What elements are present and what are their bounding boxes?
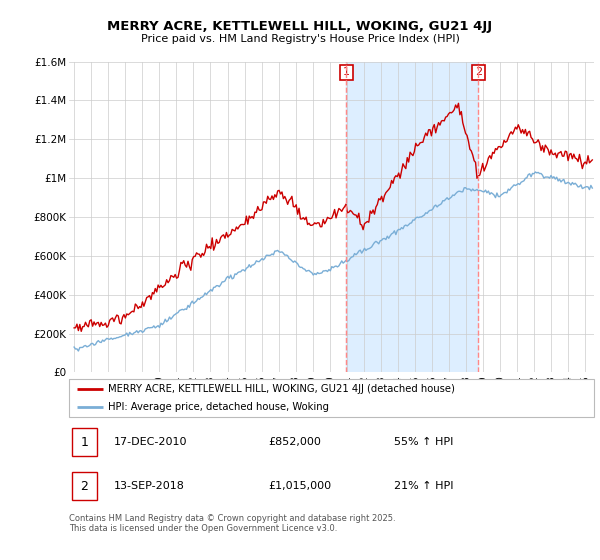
Text: MERRY ACRE, KETTLEWELL HILL, WOKING, GU21 4JJ (detached house): MERRY ACRE, KETTLEWELL HILL, WOKING, GU2… (109, 384, 455, 394)
Bar (346, 62, 478, 372)
Text: Contains HM Land Registry data © Crown copyright and database right 2025.
This d: Contains HM Land Registry data © Crown c… (69, 514, 395, 534)
Text: MERRY ACRE, KETTLEWELL HILL, WOKING, GU21 4JJ: MERRY ACRE, KETTLEWELL HILL, WOKING, GU2… (107, 20, 493, 32)
Text: HPI: Average price, detached house, Woking: HPI: Average price, detached house, Woki… (109, 402, 329, 412)
Text: 17-DEC-2010: 17-DEC-2010 (113, 437, 187, 447)
Text: £852,000: £852,000 (269, 437, 322, 447)
Text: £1,015,000: £1,015,000 (269, 481, 332, 491)
Text: 55% ↑ HPI: 55% ↑ HPI (395, 437, 454, 447)
FancyBboxPatch shape (71, 473, 97, 500)
Text: Price paid vs. HM Land Registry's House Price Index (HPI): Price paid vs. HM Land Registry's House … (140, 34, 460, 44)
FancyBboxPatch shape (69, 379, 594, 417)
Text: 2: 2 (475, 67, 482, 77)
FancyBboxPatch shape (71, 428, 97, 456)
Text: 1: 1 (80, 436, 88, 449)
Text: 21% ↑ HPI: 21% ↑ HPI (395, 481, 454, 491)
Text: 1: 1 (343, 67, 350, 77)
Text: 13-SEP-2018: 13-SEP-2018 (113, 481, 185, 491)
Text: 2: 2 (80, 479, 88, 493)
